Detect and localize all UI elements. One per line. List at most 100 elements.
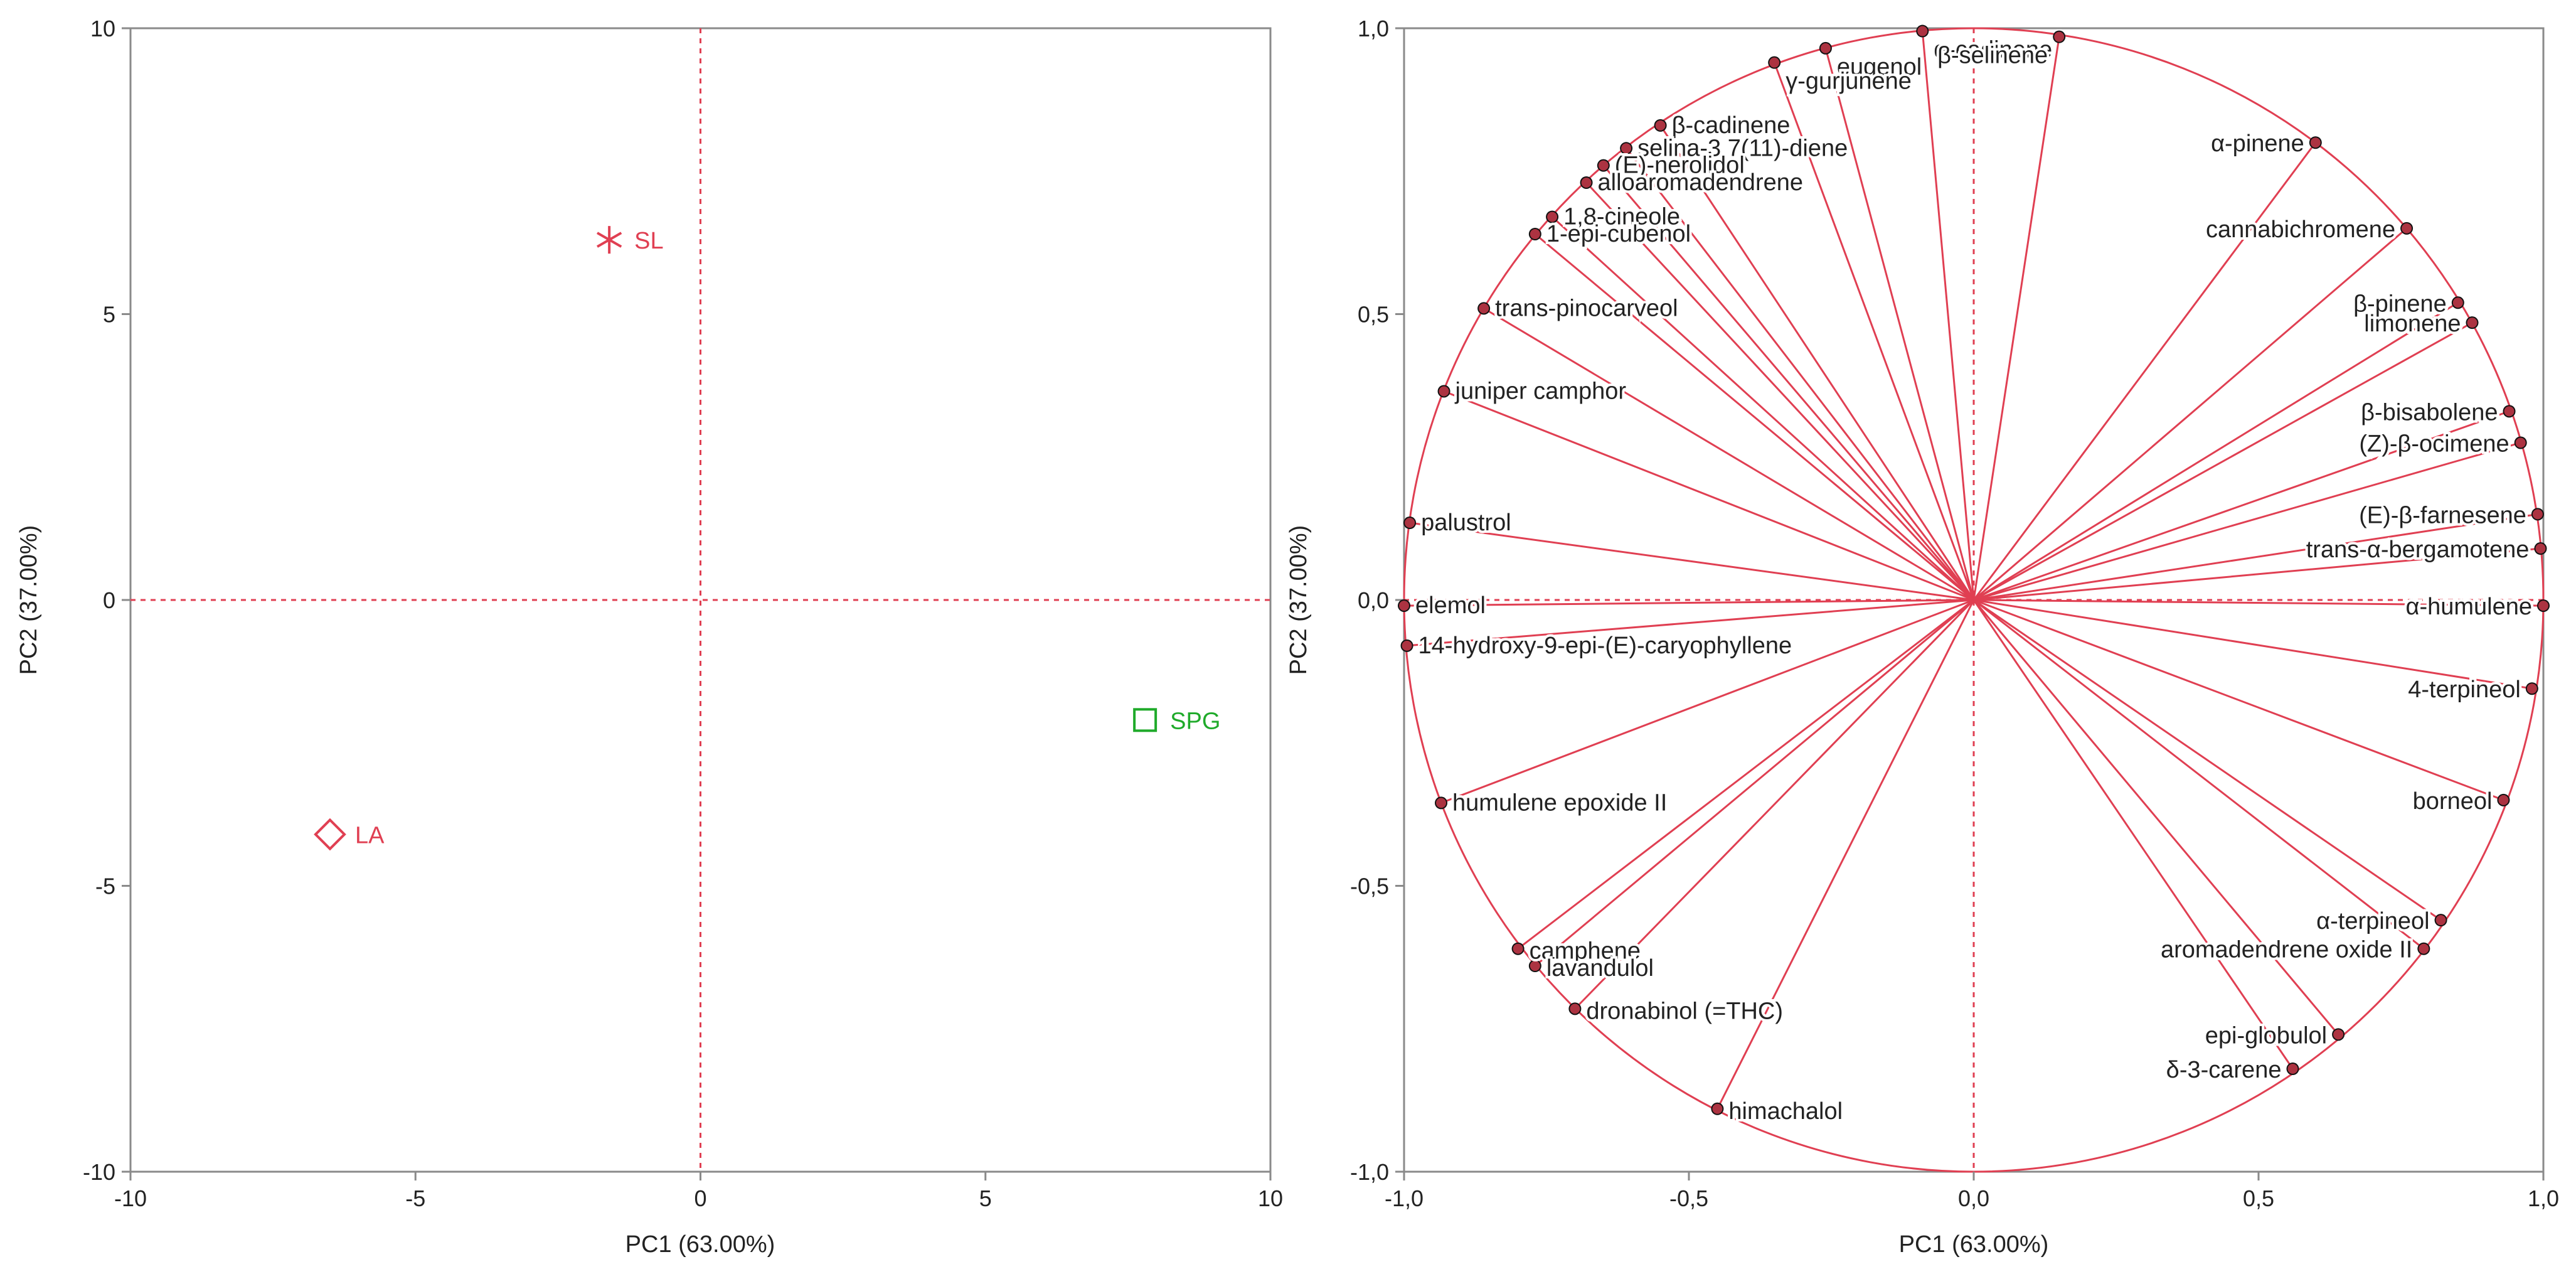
loading-vector — [1398, 599, 1974, 613]
loading-vector — [1546, 210, 1975, 601]
loading-y-tick-label: -1,0 — [1350, 1159, 1389, 1185]
loading-x-tick-label: 0,5 — [2243, 1186, 2274, 1211]
loading-vector-line — [1973, 302, 2459, 601]
loading-label: α-humulene — [2405, 594, 2532, 620]
loading-label: palustrol — [1421, 510, 1511, 536]
loading-plot-x-label: PC1 (63.00%) — [1899, 1231, 2049, 1258]
loading-x-tick-label: -0,5 — [1669, 1186, 1708, 1211]
score-plot-y-ticks: -10 -5 0 5 10 — [83, 16, 130, 1185]
loading-label: (Z)-β-ocimene — [2359, 431, 2509, 457]
loading-label: 1-epi-cubenol — [1546, 221, 1691, 247]
loading-vector — [1973, 296, 2464, 601]
loading-point-fill — [1621, 143, 1632, 154]
loading-point-fill — [2419, 943, 2429, 954]
loading-label: humulene epoxide II — [1452, 790, 1667, 816]
diamond-marker — [314, 818, 346, 851]
loading-point-fill — [2435, 915, 2446, 926]
loading-label: γ-gurjunene — [1786, 68, 1912, 95]
loading-point-fill — [1712, 1103, 1723, 1114]
loading-label: 4-terpineol — [2408, 677, 2521, 703]
asterisk-marker-stroke — [597, 232, 622, 248]
loading-vector — [1972, 599, 2345, 1041]
loading-vector-line — [1973, 599, 2533, 690]
loading-vector — [1973, 405, 2516, 601]
loading-vector — [1972, 136, 2322, 601]
loading-point-fill — [1570, 1004, 1580, 1014]
loading-x-tick-label: 1,0 — [2528, 1186, 2559, 1211]
loading-vector-line — [1517, 599, 1974, 950]
loading-vector — [1477, 302, 1974, 601]
loading-vectors — [1398, 24, 2550, 1115]
loading-point-fill — [2526, 683, 2537, 694]
score-point-label: SL — [634, 228, 663, 254]
loading-label: aromadendrene oxide II — [2161, 937, 2412, 963]
loading-vector — [1568, 599, 1975, 1015]
loading-x-tick-label: -1,0 — [1385, 1186, 1424, 1211]
loading-point-fill — [1581, 177, 1592, 188]
loading-vector — [1973, 599, 2447, 927]
loading-label: lavandulol — [1546, 955, 1654, 982]
score-x-tick-label: 0 — [694, 1186, 706, 1211]
loading-point-fill — [2538, 601, 2548, 611]
loading-label: β-pinene — [2353, 291, 2447, 317]
loading-vector — [1435, 599, 1974, 810]
loading-label: (E)-β-farnesene — [2359, 502, 2526, 528]
loading-vector — [1437, 385, 1974, 601]
loading-point-fill — [1547, 211, 1558, 222]
loading-label: camphene — [1530, 938, 1641, 965]
loading-plot-y-ticks: -1,0 -0,5 0,0 0,5 1,0 — [1350, 16, 1404, 1185]
loading-label: juniper camphor — [1455, 378, 1627, 404]
score-point-label: SPG — [1170, 708, 1220, 734]
loading-vector-line — [1973, 599, 2504, 801]
loading-vector — [1654, 119, 1975, 601]
loading-label: limonene — [2364, 311, 2461, 337]
loading-point-fill — [2515, 437, 2526, 448]
loading-label: trans-α-bergamotene — [2306, 537, 2530, 563]
loading-vector — [1528, 227, 1974, 601]
loading-vector-line — [1716, 599, 1975, 1110]
loading-label: β-bisabolene — [2361, 399, 2498, 426]
loading-label: α-pinene — [2211, 131, 2304, 157]
loading-vector-line — [1534, 233, 1974, 601]
loading-point-fill — [1655, 120, 1666, 131]
loading-vector-line — [1972, 599, 2294, 1069]
loading-vector-line — [1483, 308, 1974, 601]
loading-vector-line — [1973, 513, 2538, 601]
loading-vector-line — [1973, 599, 2425, 950]
loading-vector — [1973, 316, 2479, 601]
loading-vector-line — [1773, 62, 1975, 601]
score-plot: -10 -5 0 5 10 -10 -5 0 5 10 SL LA SPG PC1 (63.00%)… — [16, 16, 1283, 1258]
loading-vector — [1711, 599, 1975, 1115]
loading-label: α-terpineol — [2316, 908, 2429, 934]
loading-vector-line — [1973, 410, 2510, 601]
score-plot-y-label: PC2 (37.00%) — [16, 525, 42, 675]
loading-label: (E)-nerolidol — [1615, 153, 1745, 179]
loading-vector-line — [1972, 599, 2339, 1036]
score-y-tick-label: 0 — [103, 587, 115, 613]
loading-vector — [1768, 56, 1975, 601]
loading-vector — [1597, 159, 1975, 601]
loading-vector-line — [1973, 547, 2541, 601]
score-plot-points: SL LA SPG — [314, 226, 1220, 851]
loading-label: selina-3,7(11)-diene — [1637, 135, 1848, 161]
score-y-tick-label: -10 — [83, 1159, 115, 1185]
score-point-sl: SL — [597, 226, 664, 254]
loading-point-fill — [2402, 223, 2412, 233]
loading-point-fill — [2467, 318, 2478, 328]
loading-vector-line — [1973, 442, 2521, 601]
loading-point-fill — [1399, 601, 1409, 611]
loading-point-fill — [1402, 640, 1412, 651]
score-point-spg: SPG — [1133, 708, 1220, 734]
loading-label: eugenol — [1837, 54, 1922, 80]
score-plot-x-ticks: -10 -5 0 5 10 — [114, 1172, 1283, 1211]
loading-point-fill — [1530, 228, 1540, 239]
loading-vector-line — [1659, 125, 1975, 601]
loading-label: elemol — [1415, 592, 1486, 619]
loading-label: 14-hydroxy-9-epi-(E)-caryophyllene — [1418, 633, 1792, 659]
loading-label: alloaromadendrene — [1598, 169, 1803, 196]
loading-point-fill — [1436, 798, 1447, 808]
loading-vector — [1403, 517, 1974, 601]
loading-vector — [1916, 24, 1975, 601]
loading-plot-x-ticks: -1,0 -0,5 0,0 0,5 1,0 — [1385, 1172, 2559, 1211]
